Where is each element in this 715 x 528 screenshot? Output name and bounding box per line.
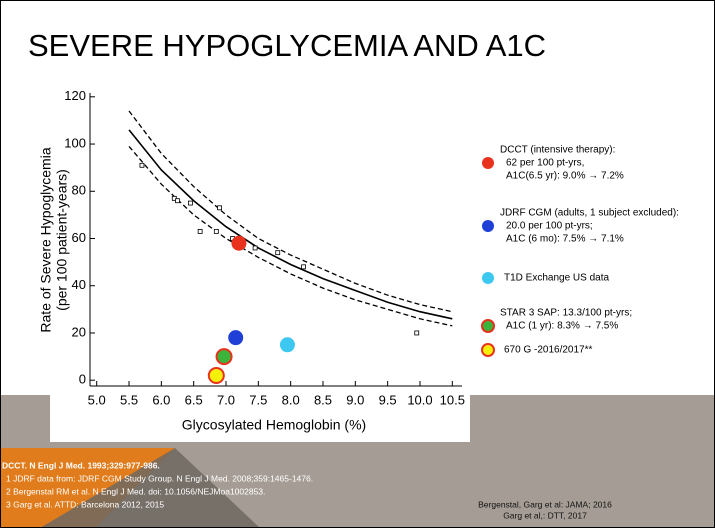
y-tick-label: 40 [72,277,86,292]
legend-detail: A1C (1 yr): 8.3% → 7.5% [506,321,618,332]
data-point [175,198,180,204]
y-tick-label: 80 [72,183,86,198]
footnote: 2 Bergenstal RM et al. N Engl J Med. doi… [6,486,265,496]
footnote: 3 Garg et al. ATTD: Barcelona 2012, 2015 [6,499,164,509]
x-tick-label: 8.0 [282,392,300,407]
footnote: DCCT. N Engl J Med. 1993;329:977-986. [2,460,160,470]
legend-label: DCCT (intensive therapy): [500,145,615,156]
x-tick-label: 5.5 [120,392,138,407]
fit-curve [128,145,453,327]
data-point [197,229,203,234]
x-tick-label: 9.0 [346,392,364,407]
data-point [414,330,420,336]
x-tick-label: 5.0 [88,392,106,407]
x-tick-label: 10.0 [407,392,432,407]
y-tick-label: 20 [72,324,86,339]
x-tick-label: 7.5 [249,392,267,407]
highlight-point [207,366,225,384]
x-tick-label: 8.5 [314,392,332,407]
x-tick-label: 9.5 [379,392,397,407]
chart-title: SEVERE HYPOGLYCEMIA AND A1C [28,28,546,63]
highlight-point [228,330,244,346]
legend-marker [481,343,495,357]
y-axis-label: Rate of Severe Hypoglycemia [38,147,54,332]
highlight-point [279,337,295,353]
legend-detail: 20.0 per 100 pt-yrs; [506,221,593,232]
legend-marker [482,272,494,284]
data-point [217,205,222,211]
fit-curve [128,110,453,313]
legend-marker [482,220,494,232]
legend-label: 670 G -2016/2017** [504,345,593,356]
x-tick-label: 6.5 [185,392,203,407]
y-axis-label: (per 100 patient-years) [54,169,70,311]
legend-label: JDRF CGM (adults, 1 subject excluded): [500,208,679,219]
data-point [301,264,306,270]
x-tick-label: 7.0 [217,392,235,407]
y-tick-label: 120 [64,88,86,103]
legend-detail: 62 per 100 pt-yrs, [506,158,584,169]
chart-area [50,85,470,442]
footnote: 1 JDRF data from: JDRF CGM Study Group. … [6,473,313,483]
legend-detail: A1C(6.5 yr): 9.0% → 7.2% [506,171,624,182]
highlight-point [231,235,247,251]
y-tick-label: 100 [64,135,86,150]
data-point [275,250,281,256]
x-tick-label: 10.5 [440,392,465,407]
source: Bergenstal, Garg et al: JAMA; 2016 [478,499,612,509]
legend-label: T1D Exchange US data [504,273,609,284]
data-point [252,245,258,251]
legend-label: STAR 3 SAP: 13.3/100 pt-yrs; [500,308,632,319]
source: Garg et al,: DTT, 2017 [503,510,587,520]
data-point [213,229,219,234]
highlight-point [215,348,233,366]
data-point [188,200,193,206]
footer-shade [40,448,260,528]
fit-curve [128,129,453,320]
x-tick-label: 6.0 [152,392,170,407]
y-tick-label: 60 [72,230,86,245]
legend-detail: A1C (6 mo): 7.5% → 7.1% [506,234,624,245]
footer-accent [0,448,175,528]
y-tick-label: 0 [79,372,86,387]
legend-marker [481,319,495,333]
data-point [139,162,145,168]
legend-marker [482,157,494,169]
x-axis-label: Glycosylated Hemoglobin (%) [182,417,366,433]
